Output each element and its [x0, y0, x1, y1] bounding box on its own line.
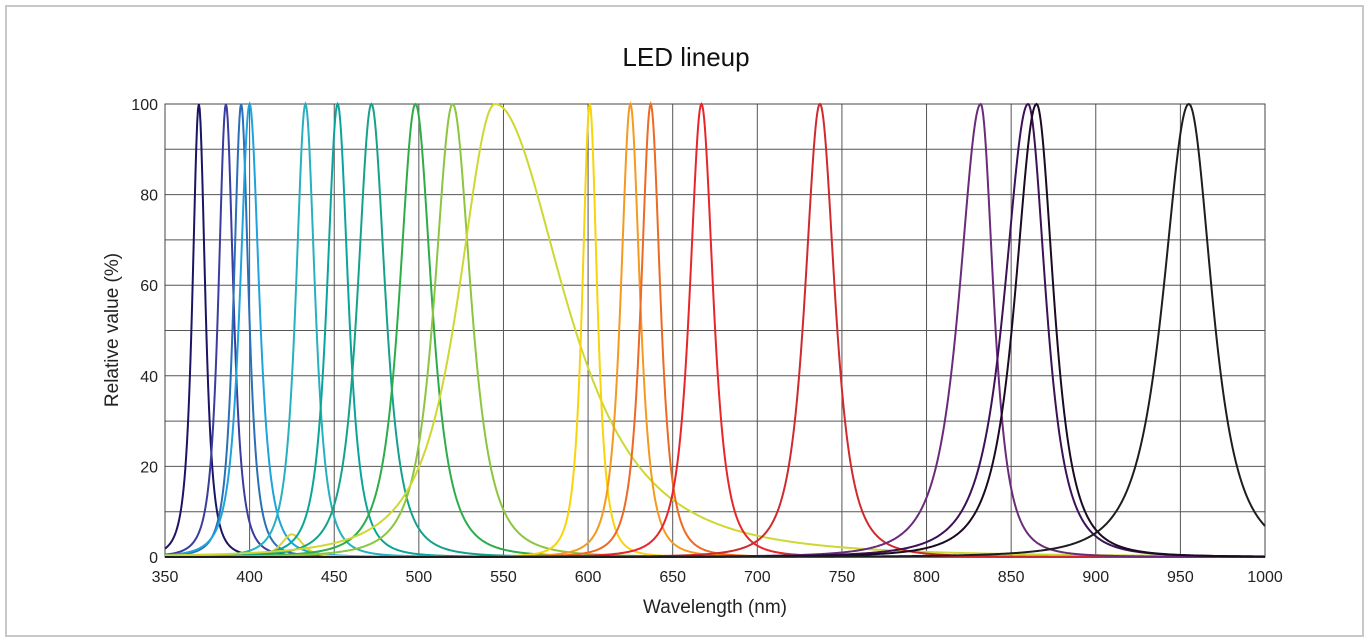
series-group [164, 101, 1266, 558]
x-tick-label: 350 [152, 569, 179, 586]
x-tick-label: 800 [913, 569, 940, 586]
x-tick-label: 450 [321, 569, 348, 586]
x-tick-labels: 350 400 450 500 550 600 650 700 750 800 850 900 950 1… [152, 569, 1283, 586]
x-tick-label: 1000 [1247, 569, 1283, 586]
y-tick-label: 0 [149, 550, 158, 567]
x-tick-label: 600 [575, 569, 602, 586]
x-tick-label: 900 [1082, 569, 1109, 586]
x-tick-label: 500 [405, 569, 432, 586]
x-tick-label: 400 [236, 569, 263, 586]
y-tick-label: 80 [140, 188, 158, 205]
x-tick-label: 750 [829, 569, 856, 586]
x-tick-label: 850 [998, 569, 1025, 586]
x-tick-label: 550 [490, 569, 517, 586]
y-axis-label: Relative value (%) [102, 253, 123, 407]
y-tick-label: 20 [140, 459, 158, 476]
y-tick-label: 100 [131, 97, 158, 114]
y-tick-label: 40 [140, 369, 158, 386]
x-tick-label: 700 [744, 569, 771, 586]
y-tick-label: 60 [140, 278, 158, 295]
y-tick-labels: 0 20 40 60 80 100 [131, 97, 158, 567]
chart-title: LED lineup [622, 42, 749, 72]
x-tick-label: 650 [659, 569, 686, 586]
x-axis-label: Wavelength (nm) [643, 597, 787, 618]
x-tick-label: 950 [1167, 569, 1194, 586]
series-line-955 [165, 102, 1266, 558]
